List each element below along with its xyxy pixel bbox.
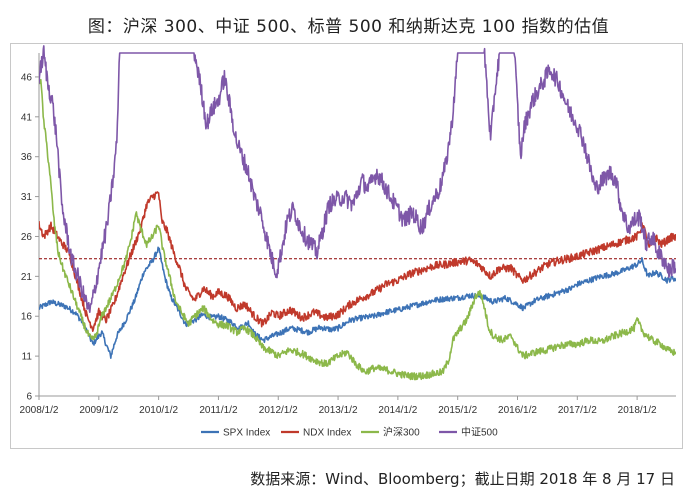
- y-tick-label: 36: [21, 152, 33, 163]
- legend: SPX Index NDX Index 沪深300 中证500: [201, 426, 498, 439]
- x-tick-label: 2012/1/2: [259, 405, 298, 416]
- series-line-ndx-index: [39, 191, 676, 332]
- chart-frame: 6 11 16 21 26 31 36 41 46 2008/1/2 2009/1/2 2010/1/…: [10, 43, 683, 449]
- series-layer: [39, 45, 676, 381]
- x-tick-label: 2010/1/2: [139, 405, 178, 416]
- y-tick-label: 21: [21, 272, 33, 283]
- y-tick-label: 11: [22, 352, 33, 363]
- source-note: 数据来源：Wind、Bloomberg；截止日期 2018 年 8 月 17 日: [250, 470, 675, 488]
- series-line-spx-index: [39, 246, 676, 359]
- y-tick-label: 46: [21, 72, 33, 83]
- x-tick-label: 2013/1/2: [319, 405, 358, 416]
- x-tick-label: 2015/1/2: [438, 405, 477, 416]
- x-tick-label: 2011/1/2: [199, 405, 238, 416]
- y-tick-label: 31: [21, 192, 33, 203]
- x-tick-label: 2014/1/2: [378, 405, 417, 416]
- legend-label: 沪深300: [383, 426, 420, 439]
- x-tick-label: 2008/1/2: [20, 405, 59, 416]
- series-line-中证500: [39, 45, 676, 313]
- y-tick-label: 16: [21, 312, 33, 323]
- legend-label: NDX Index: [303, 428, 351, 439]
- series-line-沪深300: [39, 78, 676, 381]
- x-tick-label: 2017/1/2: [558, 405, 597, 416]
- x-tick-label: 2009/1/2: [79, 405, 118, 416]
- line-chart: 6 11 16 21 26 31 36 41 46 2008/1/2 2009/1/2 2010/1/…: [20, 45, 676, 439]
- y-tick-label: 6: [26, 392, 32, 403]
- y-tick-label: 26: [21, 232, 33, 243]
- x-tick-label: 2018/1/2: [618, 405, 657, 416]
- x-tick-label: 2016/1/2: [498, 405, 537, 416]
- y-tick-label: 41: [21, 112, 33, 123]
- axes: 6 11 16 21 26 31 36 41 46 2008/1/2 2009/1/2 2010/1/…: [20, 53, 676, 416]
- legend-label: SPX Index: [223, 428, 270, 439]
- chart-title: 图：沪深 300、中证 500、标普 500 和纳斯达克 100 指数的估值: [87, 17, 610, 37]
- legend-label: 中证500: [461, 426, 498, 439]
